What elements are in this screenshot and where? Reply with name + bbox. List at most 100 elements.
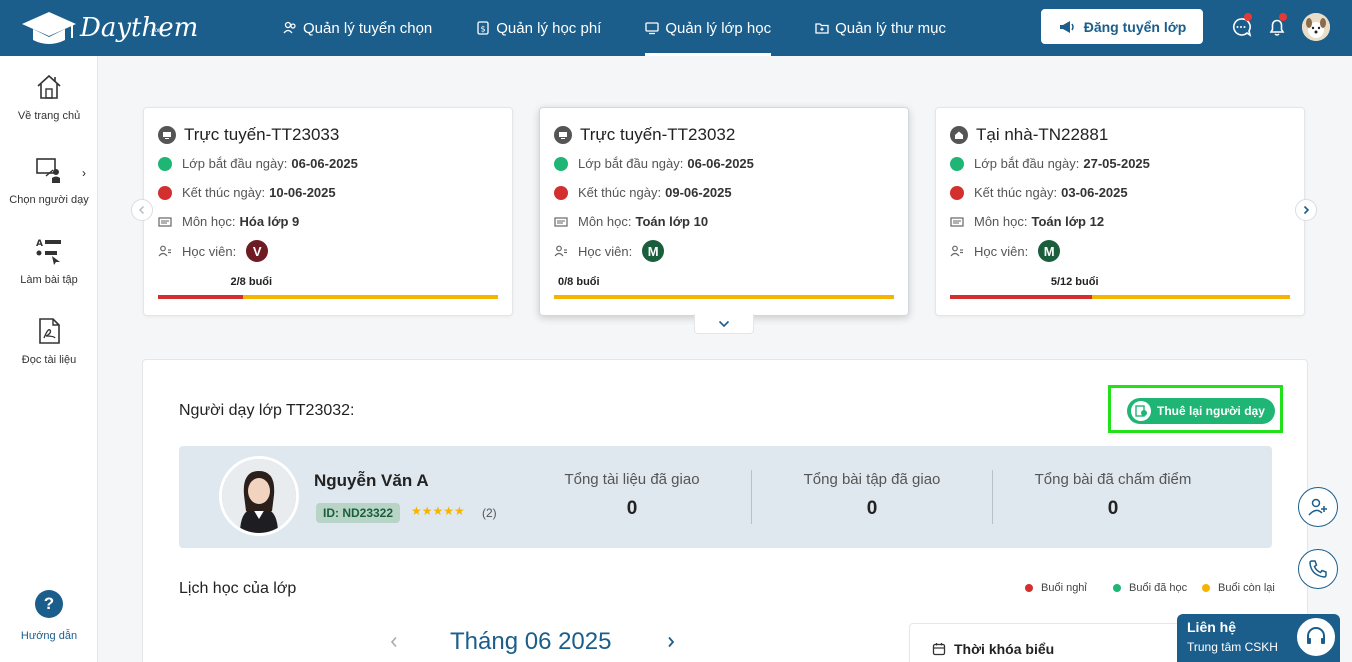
subject-label: Môn học: [974,214,1028,229]
end-label: Kết thúc ngày: [182,185,266,200]
money-icon: $ [477,21,489,35]
help-label: Hướng dẫn [20,630,78,642]
card-start-row: Lớp bắt đầu ngày: 06-06-2025 [158,156,358,171]
chevron-left-icon [390,636,397,648]
dog-avatar-icon [1302,13,1330,41]
class-card[interactable]: Tại nhà-TN22881 Lớp bắt đầu ngày: 27-05-… [935,107,1305,316]
carousel-next-button[interactable] [1295,199,1317,221]
legend-dot [1113,584,1121,592]
stat-label: Tổng tài liệu đã giao [564,471,700,488]
contact-support-widget[interactable]: Liên hệ Trung tâm CSKH [1177,614,1340,662]
card-subject-row: Môn học: Hóa lớp 9 [158,214,299,229]
sidebar-label: Làm bài tập [20,274,78,286]
end-date: 10-06-2025 [269,185,336,200]
end-date: 03-06-2025 [1061,185,1128,200]
end-dot [950,185,964,200]
graduation-cap-icon [22,12,76,44]
nav-label: Quản lý tuyển chọn [303,19,433,37]
stat-exercises: Tổng bài tập đã giao 0 [752,471,992,520]
help-link[interactable]: ? Hướng dẫn [0,590,98,644]
main-nav: Quản lý tuyển chọn $ Quản lý học phí Quả… [283,0,990,56]
megaphone-icon [1059,20,1074,33]
class-card[interactable]: Trực tuyến-TT23032 Lớp bắt đầu ngày: 06-… [539,107,909,316]
next-month-button[interactable] [666,635,676,651]
expand-cards-button[interactable] [694,314,754,334]
phone-button[interactable] [1298,549,1338,589]
chevron-right-icon[interactable]: › [82,166,86,180]
post-class-label: Đăng tuyển lớp [1083,18,1187,35]
chevron-right-icon [668,636,675,648]
end-dot [158,185,172,200]
timetable-title: Thời khóa biểu [932,641,1054,657]
sidebar-item-read-docs[interactable]: Đọc tài liệu [0,316,98,366]
brand-logo[interactable]: Daythem [20,8,198,48]
svg-text:$: $ [481,25,486,34]
subject-value: Hóa lớp 9 [239,214,300,229]
home-icon [37,74,61,99]
prev-month-button[interactable] [389,635,399,651]
post-class-button[interactable]: Đăng tuyển lớp [1041,9,1203,44]
start-label: Lớp bắt đầu ngày: [182,156,288,171]
students-label: Học viên: [578,243,633,259]
book-icon [950,216,964,227]
sidebar-label: Chọn người dạy [9,194,89,206]
card-subject-row: Môn học: Toán lớp 10 [554,214,708,229]
legend-label: Buổi còn lại [1218,582,1275,594]
teacher-portrait-icon [222,459,296,533]
class-card[interactable]: Trực tuyến-TT23033 Lớp bắt đầu ngày: 06-… [143,107,513,316]
student-avatar[interactable]: V [246,240,269,262]
sidebar-item-home[interactable]: Về trang chủ [0,72,98,122]
legend-off: Buổi nghỉ [1025,582,1087,594]
progress-label: 2/8 buổi [230,276,273,288]
brand-suffix: .com [150,28,164,34]
folder-icon [815,23,829,34]
book-icon [554,216,568,227]
card-students-row: Học viên: V [158,240,269,262]
add-user-icon [1308,498,1327,516]
teacher-photo [219,456,299,536]
brand-name: Daythem [80,13,199,43]
stat-value: 0 [1107,498,1119,519]
classroom-icon [645,22,659,35]
stat-documents: Tổng tài liệu đã giao 0 [512,471,752,520]
nav-label: Quản lý học phí [496,19,602,37]
user-avatar[interactable] [1302,13,1330,41]
question-icon: ? [35,590,63,618]
start-date: 06-06-2025 [291,156,358,171]
start-label: Lớp bắt đầu ngày: [578,156,684,171]
rating-stars: ★★★★★ [411,504,465,518]
nav-item-folders[interactable]: Quản lý thư mục [815,0,946,56]
top-nav-bar: Daythem .com Quản lý tuyển chọn $ Quản l… [0,0,1352,56]
nav-item-tuition[interactable]: $ Quản lý học phí [476,0,601,56]
rehire-teacher-button[interactable]: Thuê lại người dạy [1127,398,1275,424]
card-students-row: Học viên: M [950,240,1061,262]
card-students-row: Học viên: M [554,240,665,262]
timetable-label: Thời khóa biểu [954,641,1055,657]
student-avatar[interactable]: M [1038,240,1061,262]
svg-text:A: A [36,239,43,249]
add-user-button[interactable] [1298,487,1338,527]
rehire-label: Thuê lại người dạy [1157,404,1265,418]
nav-item-recruitment[interactable]: Quản lý tuyển chọn [283,0,432,56]
progress-bar [950,295,1290,299]
card-end-row: Kết thúc ngày: 09-06-2025 [554,185,732,200]
teacher-section-title: Người dạy lớp TT23032: [179,402,355,419]
sidebar-item-exercises[interactable]: A Làm bài tập [0,236,98,286]
sidebar-item-choose-teacher[interactable]: Chọn người dạy [0,156,98,206]
start-label: Lớp bắt đầu ngày: [974,156,1080,171]
start-date: 27-05-2025 [1083,156,1150,171]
card-subject-row: Môn học: Toán lớp 12 [950,214,1104,229]
card-title-text: Trực tuyến-TT23032 [580,125,736,144]
student-avatar[interactable]: M [642,240,665,262]
carousel-prev-button[interactable] [131,199,153,221]
progress-bar [158,295,498,299]
nav-item-classes[interactable]: Quản lý lớp học [645,0,771,56]
start-dot [950,156,964,171]
teacher-summary-box: Nguyễn Văn A ID: ND23322 ★★★★★ (2) Tổng … [179,446,1272,548]
chat-icon[interactable] [1230,16,1252,38]
nav-label: Quản lý lớp học [665,19,772,37]
subject-label: Môn học: [182,214,236,229]
bell-icon[interactable] [1266,16,1288,38]
legend-done: Buổi đã học [1113,582,1187,594]
teacher-name: Nguyễn Văn A [314,471,429,490]
